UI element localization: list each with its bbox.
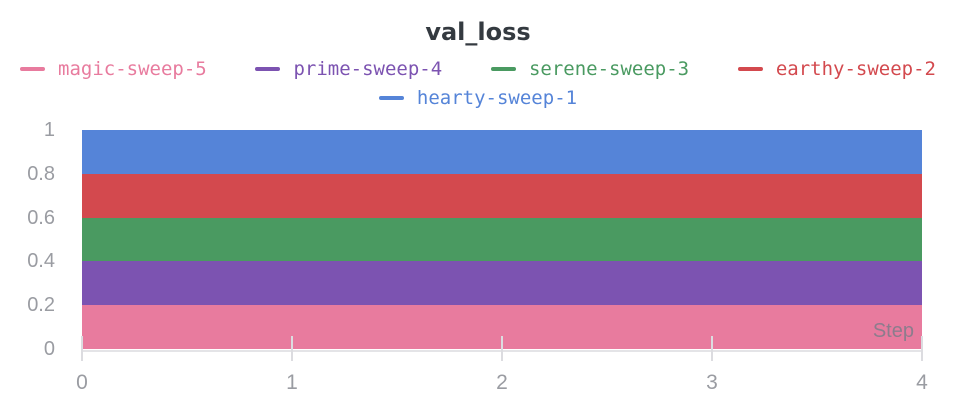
legend-item-prime-sweep-4[interactable]: prime-sweep-4	[255, 58, 442, 80]
legend-item-earthy-sweep-2[interactable]: earthy-sweep-2	[737, 58, 936, 80]
x-tick-label: 2	[496, 371, 508, 394]
line-swatch-icon	[255, 67, 281, 71]
legend-item-serene-sweep-3[interactable]: serene-sweep-3	[490, 58, 690, 80]
legend-item-hearty-sweep-1[interactable]: hearty-sweep-1	[378, 87, 578, 109]
legend-row-1: magic-sweep-5 prime-sweep-4 serene-sweep…	[0, 57, 956, 81]
y-tick-label: 0	[43, 338, 55, 360]
y-tick-label: 0.8	[27, 163, 55, 185]
legend-item-magic-sweep-5[interactable]: magic-sweep-5	[20, 58, 207, 80]
legend-label: earthy-sweep-2	[775, 58, 936, 80]
x-tick-mark	[291, 336, 293, 361]
y-tick-label: 0.6	[27, 207, 55, 229]
x-tick-mark	[501, 336, 503, 361]
x-tick-label: 4	[916, 371, 928, 394]
legend-row-2: hearty-sweep-1	[0, 86, 956, 110]
legend-label: serene-sweep-3	[528, 58, 690, 80]
x-tick-label: 1	[286, 371, 298, 394]
panel-title: val_loss	[425, 18, 531, 46]
legend-label: magic-sweep-5	[58, 58, 207, 80]
x-tick-mark	[921, 336, 923, 361]
legend-label: prime-sweep-4	[293, 58, 443, 80]
legend-label: hearty-sweep-1	[416, 87, 578, 109]
plot-area[interactable]: Step	[81, 130, 923, 361]
line-swatch-icon	[20, 67, 45, 71]
y-tick-label: 1	[43, 119, 55, 141]
x-tick-label: 3	[706, 371, 718, 394]
line-swatch-icon	[490, 67, 516, 71]
line-swatch-icon	[737, 67, 763, 71]
x-axis: 0 1 2 3 4	[0, 371, 956, 397]
x-tick-mark	[711, 336, 713, 361]
y-tick-label: 0.2	[27, 294, 55, 316]
x-axis-title: Step	[872, 320, 914, 342]
line-swatch-icon	[378, 96, 404, 100]
x-tick-mark	[81, 336, 83, 361]
x-tick-label: 0	[76, 371, 88, 394]
y-tick-label: 0.4	[27, 250, 55, 272]
